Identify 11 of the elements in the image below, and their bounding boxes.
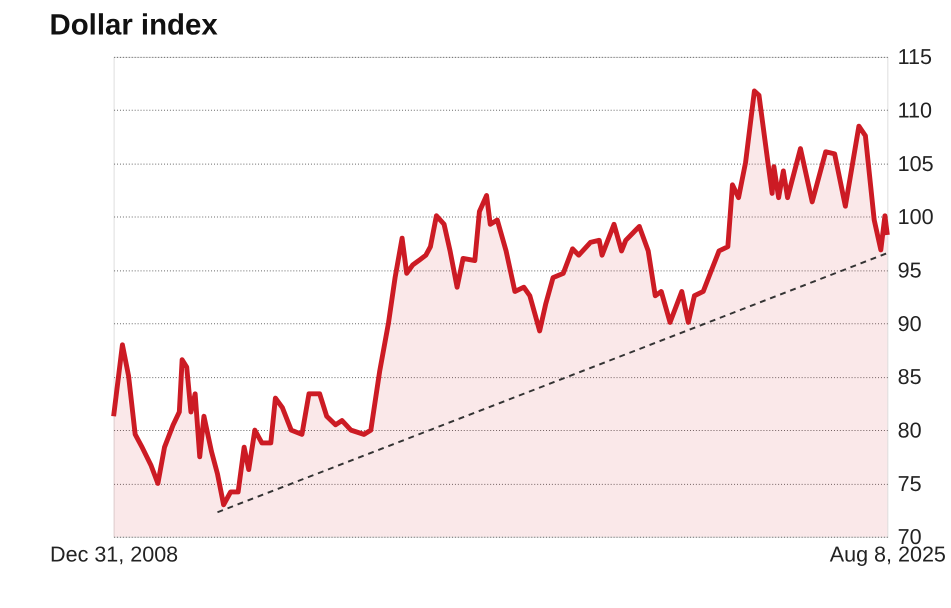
y-tick-label: 75 [898, 472, 922, 496]
y-tick-label: 115 [898, 45, 932, 70]
y-tick-label: 105 [898, 152, 934, 176]
chart-title: Dollar index [50, 8, 218, 42]
y-tick-label: 85 [898, 365, 922, 390]
y-tick-label: 110 [898, 98, 932, 123]
y-tick-label: 100 [898, 205, 934, 230]
y-tick-label: 95 [898, 258, 922, 282]
y-tick-label: 90 [898, 312, 922, 336]
x-tick-label: Dec 31, 2008 [50, 542, 178, 567]
y-tick-label: 80 [898, 418, 922, 442]
